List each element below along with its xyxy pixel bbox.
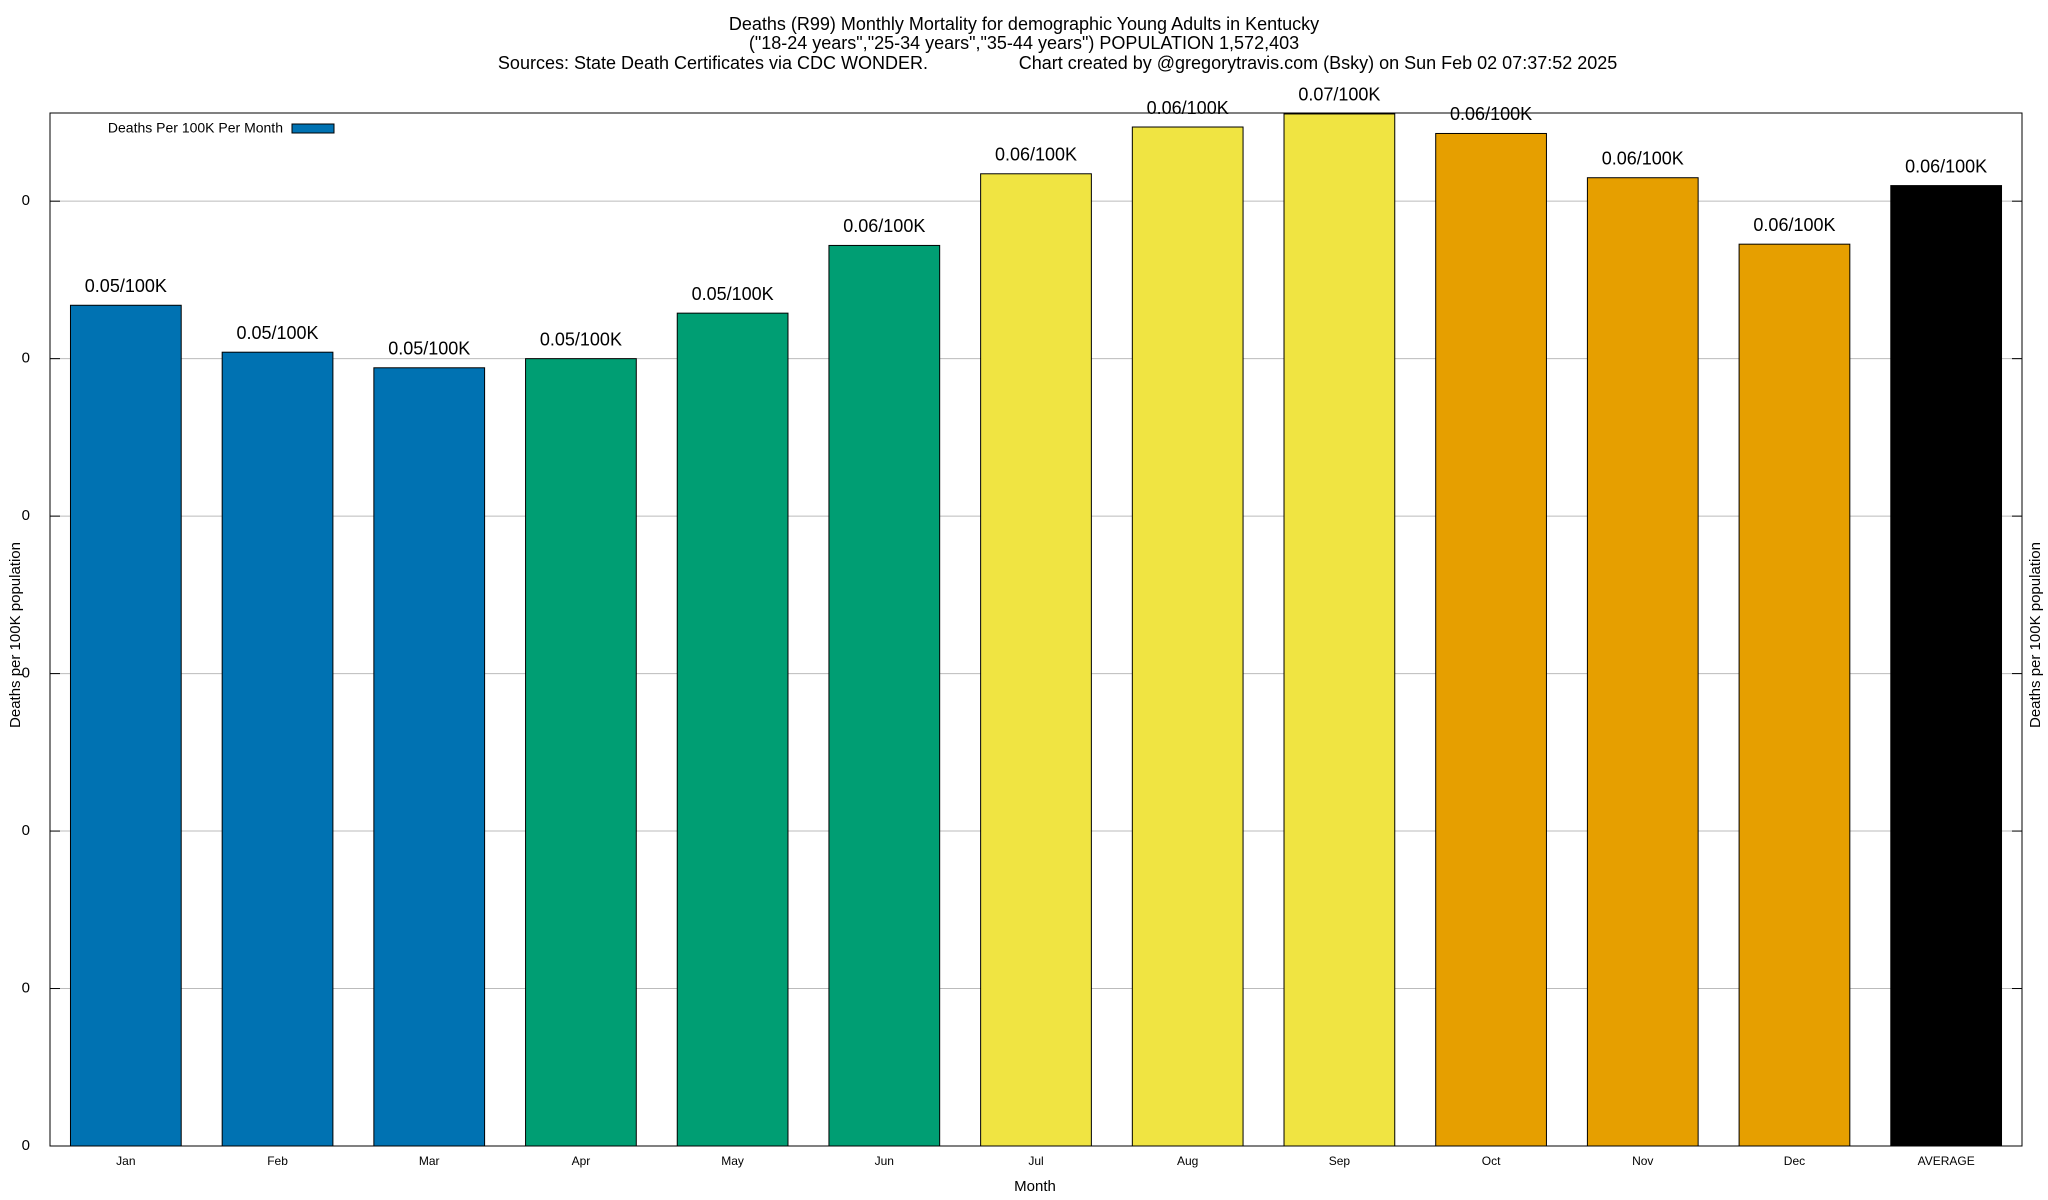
x-tick-label: Sep: [1329, 1154, 1351, 1168]
x-axis-label: Month: [1014, 1178, 1056, 1195]
bar: [221, 351, 334, 1147]
y-tick-label: 0: [22, 1137, 30, 1154]
bar: [69, 304, 182, 1147]
x-tick-label: May: [721, 1154, 744, 1168]
chart-title: Deaths (R99) Monthly Mortality for demog…: [729, 14, 1319, 34]
y-tick-label: 0: [22, 665, 30, 682]
data-label: 0.05/100K: [540, 329, 622, 349]
y-tick-label: 0: [22, 192, 30, 209]
bar: [1131, 126, 1244, 1147]
data-label: 0.05/100K: [236, 323, 318, 343]
plot-frame: [49, 112, 2023, 1147]
bar: [525, 358, 637, 1147]
x-tick-label: Feb: [267, 1154, 288, 1168]
legend-swatch: [291, 123, 335, 134]
bar: [1435, 132, 1547, 1147]
x-tick-label: Nov: [1632, 1154, 1653, 1168]
bar: [1738, 243, 1851, 1147]
data-label: 0.06/100K: [1602, 148, 1684, 168]
y-axis-label: Deaths per 100K population: [7, 542, 24, 728]
x-tick-label: Jan: [116, 1154, 135, 1168]
x-tick-label: AVERAGE: [1918, 1154, 1975, 1168]
legend-label: Deaths Per 100K Per Month: [108, 120, 283, 136]
data-label: 0.05/100K: [692, 284, 774, 304]
x-tick-label: Mar: [419, 1154, 440, 1168]
bar: [980, 173, 1092, 1147]
x-tick-label: Apr: [572, 1154, 591, 1168]
y-tick-label: 0: [22, 822, 30, 839]
data-label: 0.06/100K: [1147, 98, 1229, 118]
bar: [1890, 185, 2003, 1147]
data-label: 0.05/100K: [85, 276, 167, 296]
x-tick-label: Dec: [1784, 1154, 1805, 1168]
bar: [1586, 177, 1699, 1147]
data-label: 0.05/100K: [388, 339, 470, 359]
data-label: 0.06/100K: [995, 145, 1077, 165]
x-tick-label: Aug: [1177, 1154, 1198, 1168]
bar: [828, 244, 941, 1147]
data-label: 0.06/100K: [1905, 156, 1987, 176]
y-tick-label: 0: [22, 350, 30, 367]
bar: [1283, 113, 1396, 1147]
credit: Chart created by @gregorytravis.com (Bsk…: [1019, 53, 1618, 73]
bar: [373, 367, 486, 1147]
bar: [676, 312, 789, 1147]
x-tick-label: Oct: [1482, 1154, 1501, 1168]
x-tick-label: Jun: [875, 1154, 894, 1168]
data-label: 0.06/100K: [1753, 215, 1835, 235]
data-label: 0.07/100K: [1298, 85, 1380, 105]
source: Sources: State Death Certificates via CD…: [498, 53, 928, 73]
data-label: 0.06/100K: [843, 216, 925, 236]
y-tick-label: 0: [22, 979, 30, 996]
x-tick-label: Jul: [1028, 1154, 1043, 1168]
y-tick-label: 0: [22, 507, 30, 524]
chart-subtitle: ("18-24 years","25-34 years","35-44 year…: [749, 33, 1299, 53]
data-label: 0.06/100K: [1450, 104, 1532, 124]
y2-axis-label: Deaths per 100K population: [2027, 542, 2044, 728]
